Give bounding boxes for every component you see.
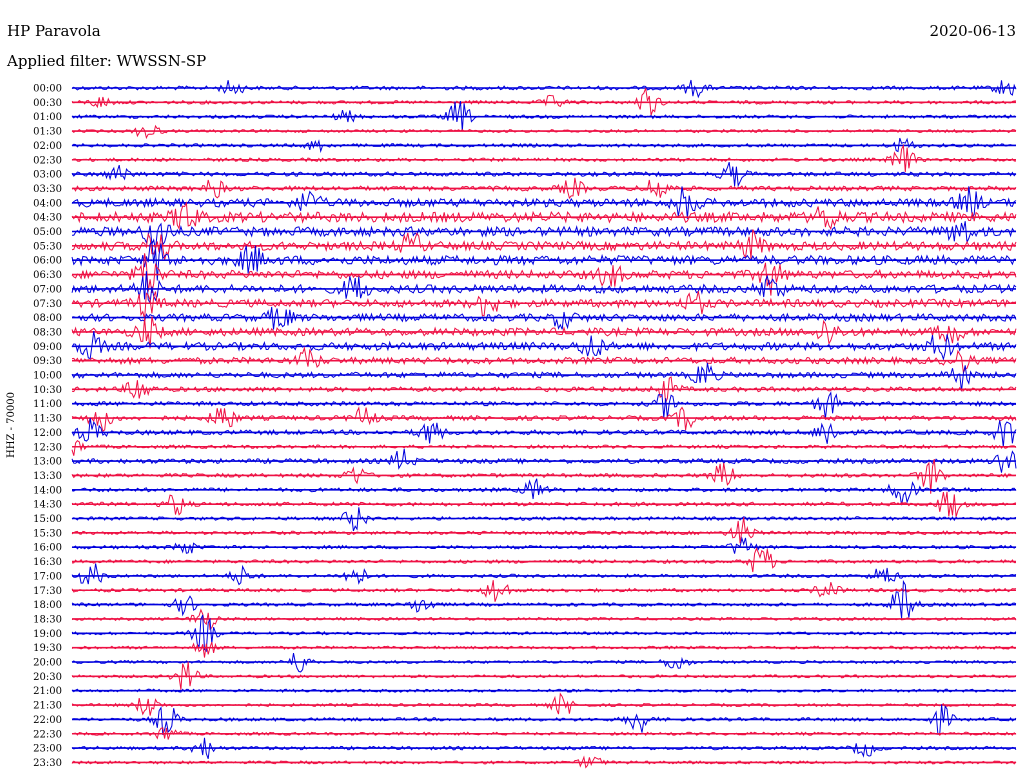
time-tick-label: 19:30 bbox=[33, 643, 62, 654]
time-tick-label: 17:00 bbox=[33, 571, 62, 582]
time-tick-label: 05:30 bbox=[33, 241, 62, 252]
time-tick-label: 21:30 bbox=[33, 701, 62, 712]
time-tick-label: 19:00 bbox=[33, 629, 62, 640]
trace-row bbox=[71, 391, 1017, 419]
time-tick-labels: 00:00 00:30 01:00 01:30 02:00 02:30 03:00 03:30… bbox=[33, 84, 62, 769]
record-date: 2020-06-13 bbox=[930, 22, 1016, 40]
trace-row bbox=[71, 536, 1017, 554]
trace-row bbox=[71, 229, 1017, 261]
time-tick-label: 09:30 bbox=[33, 356, 62, 367]
channel-label: HHZ - 70000 bbox=[6, 392, 17, 458]
time-tick-label: 16:00 bbox=[33, 543, 62, 554]
time-tick-label: 01:00 bbox=[33, 112, 62, 123]
filter-label: Applied filter: WWSSN-SP bbox=[6, 52, 206, 70]
time-tick-label: 10:30 bbox=[33, 385, 62, 396]
time-tick-label: 08:30 bbox=[33, 327, 62, 338]
trace-row bbox=[71, 406, 1017, 433]
time-tick-label: 11:30 bbox=[33, 414, 62, 425]
time-tick-label: 02:30 bbox=[33, 155, 62, 166]
time-tick-label: 23:30 bbox=[33, 758, 62, 769]
time-tick-label: 08:00 bbox=[33, 313, 62, 324]
time-tick-label: 01:30 bbox=[33, 127, 62, 138]
time-tick-label: 09:00 bbox=[33, 342, 62, 353]
trace-row bbox=[71, 642, 1017, 658]
time-tick-label: 03:30 bbox=[33, 184, 62, 195]
time-tick-label: 21:00 bbox=[33, 686, 62, 697]
trace-row bbox=[71, 517, 1017, 544]
time-tick-label: 07:30 bbox=[33, 299, 62, 310]
time-tick-label: 17:30 bbox=[33, 586, 62, 597]
trace-row bbox=[71, 579, 1017, 619]
time-tick-label: 20:00 bbox=[33, 658, 62, 669]
trace-row bbox=[71, 186, 1017, 220]
time-tick-label: 13:00 bbox=[33, 457, 62, 468]
seismic-traces bbox=[71, 79, 1017, 769]
trace-row bbox=[71, 240, 1017, 281]
trace-row bbox=[71, 331, 1017, 361]
time-tick-label: 06:30 bbox=[33, 270, 62, 281]
trace-row bbox=[71, 478, 1017, 506]
time-tick-label: 00:30 bbox=[33, 98, 62, 109]
trace-row bbox=[71, 440, 1017, 456]
time-tick-label: 20:30 bbox=[33, 672, 62, 683]
time-tick-label: 15:30 bbox=[33, 528, 62, 539]
time-tick-label: 14:00 bbox=[33, 485, 62, 496]
time-tick-label: 14:30 bbox=[33, 500, 62, 511]
trace-row bbox=[71, 563, 1017, 586]
time-tick-label: 22:00 bbox=[33, 715, 62, 726]
time-tick-label: 00:00 bbox=[33, 84, 62, 95]
time-tick-label: 10:00 bbox=[33, 371, 62, 382]
trace-row bbox=[71, 316, 1017, 349]
time-tick-label: 18:30 bbox=[33, 614, 62, 625]
time-tick-label: 05:00 bbox=[33, 227, 62, 238]
trace-row bbox=[71, 143, 1017, 173]
time-tick-label: 13:30 bbox=[33, 471, 62, 482]
time-tick-label: 23:00 bbox=[33, 744, 62, 755]
trace-row bbox=[71, 271, 1017, 305]
trace-row bbox=[71, 507, 1017, 532]
trace-row bbox=[71, 290, 1017, 320]
time-tick-label: 12:00 bbox=[33, 428, 62, 439]
time-tick-label: 04:30 bbox=[33, 213, 62, 224]
time-tick-label: 06:00 bbox=[33, 256, 62, 267]
time-tick-label: 11:00 bbox=[33, 399, 62, 410]
trace-row bbox=[71, 362, 1017, 392]
trace-row bbox=[71, 547, 1016, 573]
time-tick-label: 22:30 bbox=[33, 729, 62, 740]
time-tick-label: 12:30 bbox=[33, 442, 62, 453]
time-tick-label: 18:00 bbox=[33, 600, 62, 611]
time-tick-label: 16:30 bbox=[33, 557, 62, 568]
trace-row bbox=[71, 201, 1017, 231]
time-tick-label: 07:00 bbox=[33, 284, 62, 295]
station-title: HP Paravola bbox=[7, 22, 101, 40]
time-tick-label: 02:00 bbox=[33, 141, 62, 152]
time-tick-label: 15:00 bbox=[33, 514, 62, 525]
time-tick-label: 04:00 bbox=[33, 198, 62, 209]
time-tick-label: 03:00 bbox=[33, 170, 62, 181]
